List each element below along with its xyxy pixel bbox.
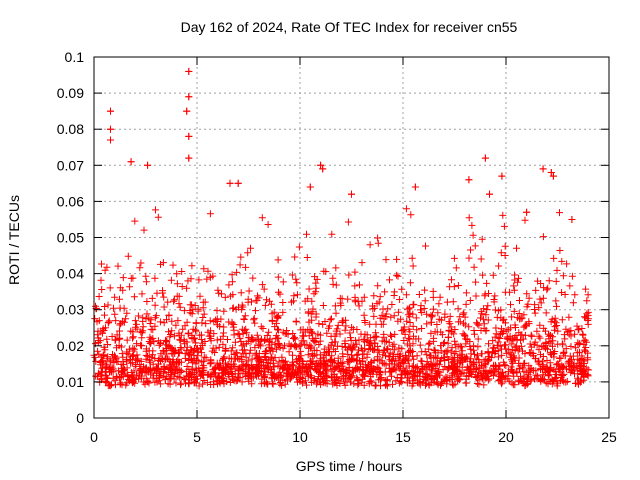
data-point: [234, 179, 242, 187]
y-tick-labels: 0 0.01 0.02 0.03 0.04 0.05 0.06 0.07 0.08 0.09 0.1: [57, 49, 84, 426]
axis-ticks: [93, 56, 610, 419]
x-tick-label: 0: [90, 429, 98, 445]
y-tick-label: 0.02: [57, 338, 84, 354]
data-point: [127, 158, 135, 166]
data-point: [185, 154, 193, 162]
y-tick-label: 0.09: [57, 85, 84, 101]
data-point: [547, 169, 555, 177]
data-point: [317, 161, 325, 169]
data-point: [465, 176, 473, 184]
y-axis-label: ROTI / TECUs: [6, 195, 22, 285]
data-point: [144, 161, 152, 169]
data-point: [523, 208, 531, 216]
y-tick-label: 0.06: [57, 193, 84, 209]
data-point: [185, 132, 193, 140]
data-point: [348, 190, 355, 198]
x-tick-label: 25: [601, 429, 617, 445]
x-tick-label: 15: [395, 429, 411, 445]
y-tick-label: 0.04: [57, 266, 84, 282]
data-point: [306, 183, 314, 191]
data-point: [185, 67, 193, 75]
data-point: [481, 154, 489, 162]
data-point: [539, 165, 547, 173]
data-point: [226, 179, 234, 187]
data-point: [183, 107, 191, 115]
data-point: [106, 136, 114, 144]
data-point: [106, 125, 114, 133]
data-point: [411, 183, 419, 191]
y-tick-label: 0.03: [57, 302, 84, 318]
x-axis-label: GPS time / hours: [296, 458, 403, 474]
y-tick-label: 0.08: [57, 121, 84, 137]
data-point: [486, 190, 494, 198]
data-point: [498, 172, 506, 180]
x-tick-labels: 0 5 10 15 20 25: [90, 429, 617, 445]
x-tick-label: 5: [193, 429, 201, 445]
x-tick-label: 20: [498, 429, 514, 445]
data-points: [90, 67, 592, 390]
data-point: [319, 165, 327, 173]
data-point: [106, 107, 114, 115]
y-tick-label: 0.1: [65, 49, 85, 65]
x-tick-label: 10: [292, 429, 308, 445]
data-point: [549, 172, 557, 180]
data-point: [568, 215, 576, 223]
chart-title: Day 162 of 2024, Rate Of TEC Index for r…: [181, 19, 518, 35]
y-tick-label: 0.05: [57, 230, 84, 246]
y-tick-label: 0.01: [57, 374, 84, 390]
y-tick-label: 0.07: [57, 157, 84, 173]
data-point: [185, 93, 193, 101]
y-tick-label: 0: [76, 410, 84, 426]
scatter-plus-markers: [90, 67, 592, 390]
